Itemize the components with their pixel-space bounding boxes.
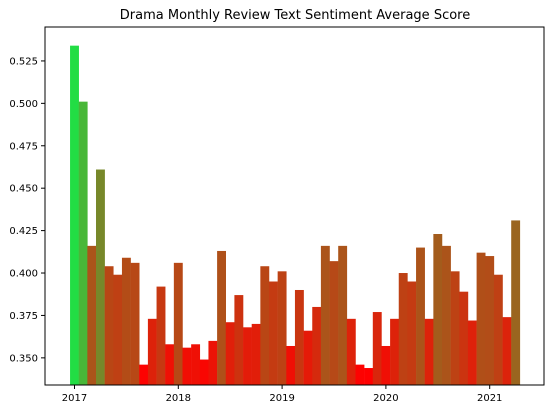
x-tick-label-2020: 2020 bbox=[373, 393, 398, 404]
bar-2017-02 bbox=[78, 101, 88, 386]
bar-2018-02 bbox=[182, 347, 192, 385]
bar-2019-06 bbox=[320, 245, 330, 385]
bar-2019-03 bbox=[294, 289, 304, 385]
bar-2017-06 bbox=[113, 274, 123, 385]
x-tick-label-2021: 2021 bbox=[477, 393, 502, 404]
bar-2020-11 bbox=[467, 320, 477, 385]
bar-2017-07 bbox=[121, 257, 131, 385]
bar-2017-01 bbox=[70, 45, 79, 385]
bar-2019-05 bbox=[312, 306, 322, 385]
y-tick-label-0.500: 0.500 bbox=[9, 99, 38, 110]
chart-title: Drama Monthly Review Text Sentiment Aver… bbox=[120, 8, 470, 23]
bar-2021-01 bbox=[485, 256, 495, 385]
bar-2021-04 bbox=[511, 220, 521, 385]
bar-2017-08 bbox=[130, 262, 140, 385]
y-tick-label-0.350: 0.350 bbox=[9, 353, 38, 364]
bar-2017-09 bbox=[139, 364, 149, 385]
bar-2017-04 bbox=[96, 169, 105, 385]
y-tick-label-0.450: 0.450 bbox=[9, 184, 38, 195]
y-tick-label-0.475: 0.475 bbox=[9, 141, 38, 152]
bar-2019-01 bbox=[277, 271, 287, 385]
bar-2018-07 bbox=[225, 322, 235, 385]
plot-frame bbox=[44, 26, 545, 386]
bar-2018-03 bbox=[191, 344, 201, 385]
bar-2020-02 bbox=[390, 318, 399, 385]
bar-2019-07 bbox=[329, 261, 339, 385]
bar-2020-04 bbox=[407, 281, 417, 385]
y-axis: 0.350 0.375 0.400 0.425 0.450 0.475 0.500 0.525 bbox=[9, 56, 45, 364]
bar-2020-01 bbox=[381, 345, 391, 385]
bar-2018-04 bbox=[199, 359, 209, 385]
bar-2021-03 bbox=[502, 317, 512, 385]
bar-2020-07 bbox=[433, 234, 443, 385]
bar-2020-12 bbox=[476, 252, 486, 385]
y-tick-label-0.375: 0.375 bbox=[9, 311, 38, 322]
bar-2020-06 bbox=[424, 318, 434, 385]
bar-2020-05 bbox=[416, 247, 425, 385]
bar-2017-11 bbox=[156, 286, 166, 385]
bar-2018-09 bbox=[243, 327, 252, 385]
bar-2017-12 bbox=[165, 344, 175, 385]
y-tick-label-0.525: 0.525 bbox=[9, 56, 38, 67]
bar-2017-10 bbox=[147, 318, 157, 385]
y-tick-label-0.400: 0.400 bbox=[9, 269, 38, 280]
y-tick-label-0.425: 0.425 bbox=[9, 226, 38, 237]
bar-2018-11 bbox=[260, 266, 270, 385]
bar-2019-04 bbox=[303, 330, 313, 385]
bar-2018-06 bbox=[217, 250, 226, 385]
bar-2018-08 bbox=[234, 295, 244, 385]
bar-2020-10 bbox=[459, 291, 469, 385]
x-tick-label-2019: 2019 bbox=[269, 393, 294, 404]
bar-2019-10 bbox=[355, 364, 365, 385]
bar-2020-08 bbox=[442, 245, 451, 385]
x-tick-label-2018: 2018 bbox=[166, 393, 191, 404]
bar-2018-12 bbox=[269, 281, 278, 385]
bar-2019-09 bbox=[346, 318, 356, 385]
bar-2020-03 bbox=[398, 273, 408, 385]
bars-group bbox=[70, 45, 521, 386]
bar-2021-02 bbox=[493, 274, 503, 385]
bar-2018-10 bbox=[251, 323, 261, 385]
bar-2019-08 bbox=[338, 245, 348, 385]
bar-2018-01 bbox=[173, 262, 183, 385]
bar-2020-09 bbox=[450, 271, 460, 385]
bar-2019-11 bbox=[364, 368, 374, 385]
x-tick-label-2017: 2017 bbox=[62, 393, 87, 404]
bar-2017-03 bbox=[87, 245, 97, 385]
bar-2018-05 bbox=[208, 340, 218, 385]
bar-2019-12 bbox=[372, 312, 382, 385]
bar-2019-02 bbox=[286, 345, 296, 385]
bar-2017-05 bbox=[104, 266, 114, 385]
x-axis: 2017 2018 2019 2020 2021 bbox=[62, 385, 502, 404]
